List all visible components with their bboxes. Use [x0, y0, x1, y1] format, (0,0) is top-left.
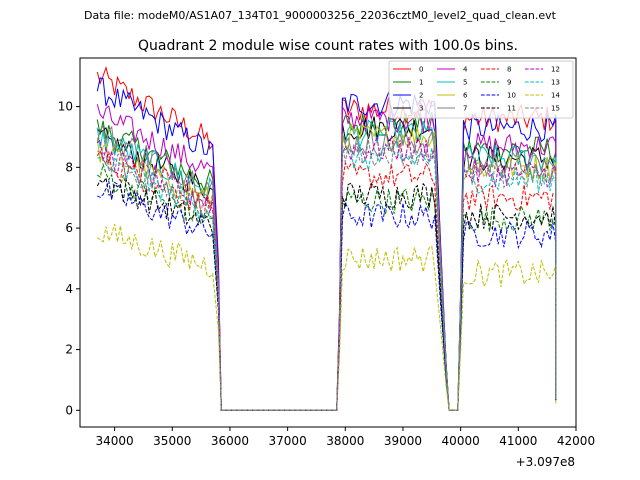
- series-line-4: [96, 104, 557, 411]
- series-line-14: [97, 223, 557, 411]
- legend-label-7: 7: [463, 105, 467, 113]
- series-line-5: [96, 119, 557, 411]
- legend-label-9: 9: [507, 79, 511, 87]
- x-tick-label: 37000: [269, 434, 307, 448]
- legend-label-14: 14: [551, 92, 560, 100]
- series-line-2: [96, 77, 557, 411]
- axes-frame: [79, 57, 577, 428]
- x-tick-label: 38000: [326, 434, 364, 448]
- legend-label-6: 6: [463, 92, 468, 100]
- series-line-8: [96, 150, 557, 411]
- series-line-1: [96, 111, 557, 411]
- series-line-10: [97, 180, 557, 411]
- series-line-6: [96, 122, 557, 411]
- legend-label-0: 0: [419, 66, 423, 74]
- x-offset-label: +3.097e8: [516, 455, 575, 469]
- plot-area: [96, 66, 557, 411]
- legend-label-2: 2: [419, 92, 423, 100]
- x-tick-label: 41000: [499, 434, 537, 448]
- legend-label-3: 3: [419, 105, 423, 113]
- legend-label-10: 10: [507, 92, 516, 100]
- legend-label-13: 13: [551, 79, 560, 87]
- chart-title: Quadrant 2 module wise count rates with …: [138, 38, 518, 54]
- x-tick-label: 34000: [96, 434, 134, 448]
- series-line-12: [96, 135, 557, 411]
- legend-label-15: 15: [551, 105, 560, 113]
- y-tick-label: 4: [65, 282, 73, 296]
- x-axis: 34000 35000 36000 37000 38000 39000 40000 41000…: [96, 427, 595, 448]
- y-axis: 0 2 4 6 8 10: [58, 100, 80, 417]
- legend-label-12: 12: [551, 66, 560, 74]
- x-tick-label: 36000: [211, 434, 249, 448]
- x-tick-label: 40000: [442, 434, 480, 448]
- legend-label-4: 4: [463, 66, 468, 74]
- legend-frame: [388, 60, 574, 119]
- y-tick-label: 10: [58, 100, 73, 114]
- figure-suptitle: Data file: modeM0/AS1A07_134T01_90000032…: [84, 9, 557, 22]
- legend-label-5: 5: [463, 79, 467, 87]
- legend-label-1: 1: [419, 79, 423, 87]
- y-tick-label: 6: [65, 221, 73, 235]
- legend-label-8: 8: [507, 66, 511, 74]
- series-line-11: [96, 176, 557, 411]
- series-line-13: [97, 143, 557, 411]
- x-tick-label: 35000: [153, 434, 191, 448]
- y-tick-label: 0: [65, 403, 73, 417]
- series-line-15: [97, 139, 557, 411]
- x-tick-label: 39000: [384, 434, 422, 448]
- y-tick-label: 8: [65, 160, 73, 174]
- legend-label-11: 11: [507, 105, 516, 113]
- y-tick-label: 2: [65, 343, 73, 357]
- x-tick-label: 42000: [557, 434, 595, 448]
